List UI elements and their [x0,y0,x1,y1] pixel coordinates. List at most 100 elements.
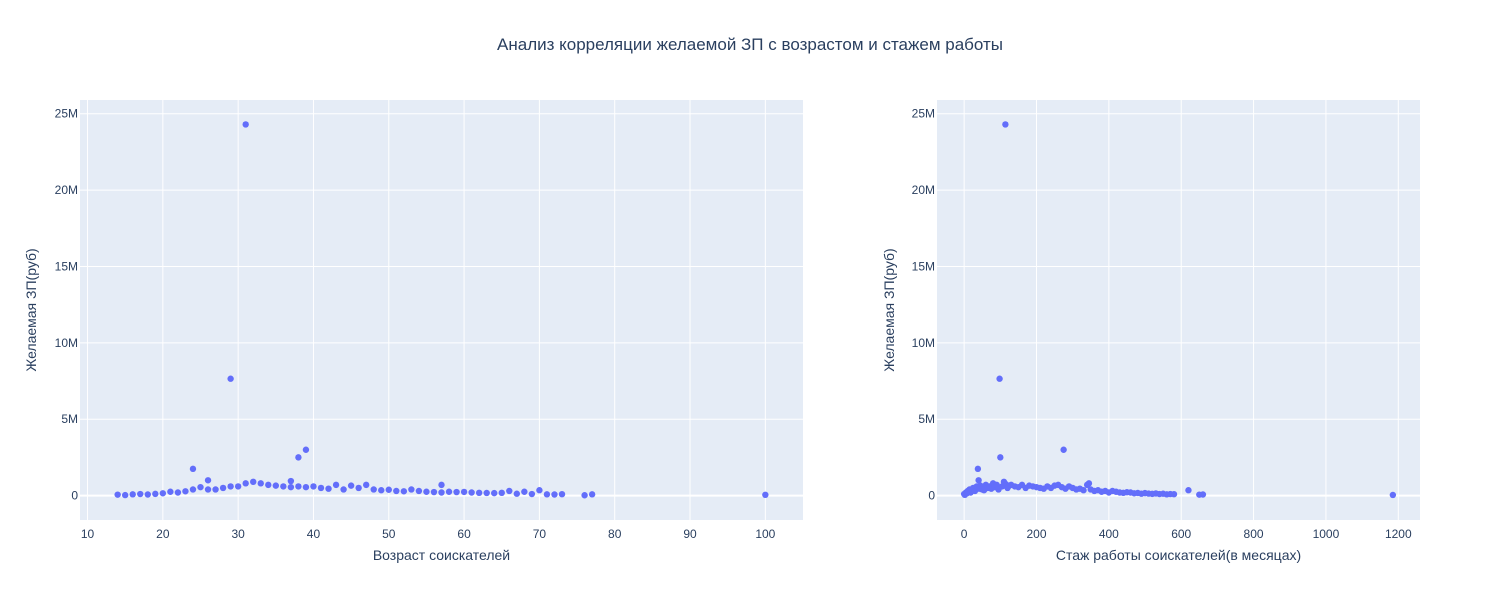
data-point [370,486,377,493]
data-point [1185,487,1192,494]
data-point [152,490,159,498]
data-point [513,490,521,497]
data-point [393,487,400,495]
data-point [1060,446,1067,453]
data-point [362,481,370,489]
data-point [114,491,121,498]
x-axis-label: Возраст соискателей [373,547,510,563]
x-tick-label: 60 [457,527,471,541]
data-point [159,490,167,497]
y-tick-label: 0 [71,489,78,503]
data-point [310,483,317,490]
data-point [197,483,204,491]
data-point [1002,121,1009,128]
x-tick-label: 600 [1171,527,1191,541]
data-point [137,490,144,498]
data-point [400,488,408,495]
data-point [242,121,249,128]
y-tick-label: 5M [61,412,78,426]
y-tick-label: 10M [912,336,935,350]
y-tick-label: 15M [55,259,78,273]
data-point [483,489,490,497]
x-tick-label: 30 [231,527,245,541]
x-tick-label: 0 [961,527,968,541]
data-point [415,487,423,495]
data-point [408,486,415,493]
y-tick-label: 20M [55,183,78,197]
plot-area [80,100,803,520]
data-point [521,488,528,495]
y-tick-label: 20M [912,183,935,197]
data-point [287,477,295,485]
x-tick-label: 80 [608,527,622,541]
x-axis-label: Стаж работы соискателей(в месяцах) [1056,547,1301,563]
data-point [378,487,385,494]
x-tick-label: 10 [81,527,95,541]
data-point [227,483,234,490]
plot-area [937,100,1420,520]
data-point [121,491,129,499]
x-tick-label: 100 [755,527,775,541]
data-point [257,480,264,487]
data-point [996,375,1003,382]
data-point [762,491,769,498]
data-point [460,488,468,496]
data-point [212,486,219,493]
data-point [272,482,280,489]
data-point [975,477,982,484]
data-point [340,486,347,493]
data-point [167,488,174,495]
data-point [287,483,295,491]
data-point [468,489,475,496]
data-point [491,489,498,497]
data-point [1080,487,1087,494]
data-point [250,478,257,486]
data-point [543,491,551,498]
data-point [355,484,362,492]
y-tick-label: 25M [912,107,935,121]
data-point [242,480,249,487]
data-point [295,454,302,461]
x-tick-label: 400 [1099,527,1119,541]
data-point [189,465,197,473]
data-point [498,489,505,497]
data-point [1389,491,1397,499]
data-point [204,486,212,493]
data-point [332,481,340,489]
data-point [295,483,302,490]
y-tick-label: 15M [912,259,935,273]
data-point [317,484,325,492]
x-tick-label: 70 [533,527,547,541]
data-point [997,454,1004,461]
data-point [227,375,234,382]
data-point [189,486,197,493]
x-tick-label: 1200 [1385,527,1412,541]
data-point [536,487,543,494]
x-tick-label: 20 [156,527,170,541]
data-point [1085,480,1093,487]
data-point [551,491,558,498]
y-axis-label: Желаемая ЗП(руб) [23,248,39,371]
data-point [1170,490,1178,498]
y-tick-label: 10M [55,336,78,350]
subplot-experience-vs-salary: 0 200 400 600 800 1000 1200 0 5M 10M 15M 20M 25M Стаж… [881,100,1420,563]
chart-title: Анализ корреляции желаемой ЗП с возрасто… [497,35,1003,54]
data-point [581,492,588,499]
x-tick-label: 1000 [1313,527,1340,541]
x-tick-label: 40 [307,527,321,541]
data-point [423,488,430,495]
y-axis-label: Желаемая ЗП(руб) [881,248,897,371]
data-point [347,482,355,489]
data-point [219,484,227,492]
x-tick-label: 800 [1244,527,1264,541]
data-point [558,490,566,498]
data-point [528,490,536,498]
data-point [430,488,438,496]
data-point [438,481,445,489]
y-tick-label: 5M [918,412,935,426]
data-point [1199,491,1207,498]
data-point [280,483,287,490]
data-point [182,488,189,495]
